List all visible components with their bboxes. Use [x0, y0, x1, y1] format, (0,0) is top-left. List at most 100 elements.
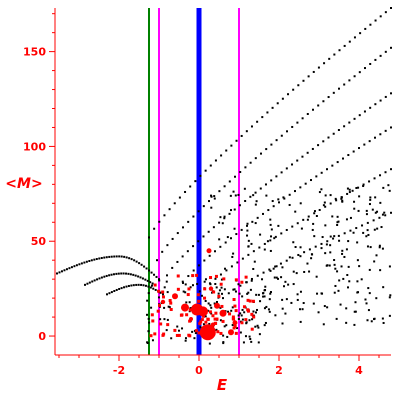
data-point [125, 256, 128, 259]
data-point [368, 268, 371, 271]
data-point [381, 317, 384, 320]
data-point [105, 274, 108, 277]
data-point [292, 270, 295, 273]
data-point [222, 334, 225, 337]
data-point [334, 267, 337, 270]
data-point [368, 203, 371, 206]
data-point [103, 256, 106, 259]
data-point [318, 191, 321, 194]
data-point [272, 267, 275, 270]
data-point [132, 273, 135, 276]
data-point [271, 106, 274, 109]
data-point [270, 235, 273, 238]
highlight-point [232, 297, 236, 301]
data-point [332, 91, 335, 94]
data-point [301, 117, 304, 120]
data-point [219, 273, 222, 276]
data-point [322, 140, 325, 143]
data-point [379, 15, 382, 18]
data-point [272, 205, 275, 208]
data-point [264, 289, 267, 292]
data-point [163, 306, 166, 309]
data-point [292, 283, 295, 286]
data-point [221, 292, 224, 295]
data-point [329, 235, 332, 238]
data-point [300, 227, 303, 230]
data-point [312, 108, 314, 111]
data-point [243, 187, 246, 190]
data-point [184, 339, 187, 342]
data-point [163, 318, 166, 321]
data-point [364, 27, 367, 30]
data-point [163, 286, 166, 289]
highlight-point [246, 298, 250, 302]
data-point [315, 175, 318, 178]
data-point [294, 190, 296, 193]
data-point [122, 272, 125, 275]
data-point [313, 212, 316, 215]
data-point [346, 187, 349, 190]
data-point [356, 259, 359, 262]
data-point [283, 285, 286, 288]
data-point [245, 130, 248, 133]
data-point [335, 317, 338, 320]
data-point [382, 186, 385, 189]
data-point [259, 300, 262, 303]
highlight-point [211, 314, 215, 318]
data-point [112, 273, 115, 276]
data-point [374, 196, 377, 199]
data-point [346, 274, 349, 277]
data-point [218, 238, 221, 241]
data-point [349, 229, 352, 232]
y-tick-label: 150 [23, 46, 46, 59]
y-axis-label: <M> [5, 176, 42, 192]
data-point [215, 286, 218, 289]
highlight-point [197, 299, 201, 303]
data-point [310, 179, 312, 182]
data-point [225, 324, 228, 327]
data-point [125, 272, 128, 275]
data-point [226, 335, 229, 338]
data-point [227, 292, 230, 295]
highlight-point [172, 293, 178, 300]
data-point [388, 265, 391, 268]
data-point [129, 273, 132, 276]
data-point [318, 208, 321, 211]
data-point [303, 270, 306, 273]
data-point [264, 285, 267, 288]
data-point [209, 283, 212, 286]
data-point [60, 270, 63, 273]
highlight-point [191, 274, 195, 278]
highlight-point [186, 293, 190, 297]
data-point [228, 212, 231, 215]
data-point [341, 252, 344, 255]
data-point [181, 327, 184, 330]
data-point [388, 314, 391, 317]
data-point [150, 284, 153, 287]
data-point [348, 191, 351, 194]
highlight-point [196, 293, 200, 297]
data-point [281, 97, 284, 100]
highlight-point [233, 325, 237, 329]
data-point [358, 114, 361, 117]
data-point [255, 308, 258, 311]
data-point [379, 174, 382, 177]
data-point [358, 265, 361, 268]
data-point [110, 273, 113, 276]
data-point [249, 195, 252, 198]
data-point [369, 62, 372, 65]
highlight-point [197, 331, 201, 335]
data-point [128, 257, 131, 260]
data-point [363, 143, 366, 146]
data-point [316, 292, 319, 295]
data-point [378, 216, 381, 219]
y-tick-label: 0 [38, 330, 46, 343]
data-point [184, 291, 187, 294]
data-point [311, 253, 314, 256]
data-point [382, 321, 385, 324]
data-point [328, 264, 331, 267]
data-point [325, 243, 328, 246]
data-point [339, 303, 342, 306]
data-point [219, 319, 222, 322]
data-point [246, 222, 249, 225]
